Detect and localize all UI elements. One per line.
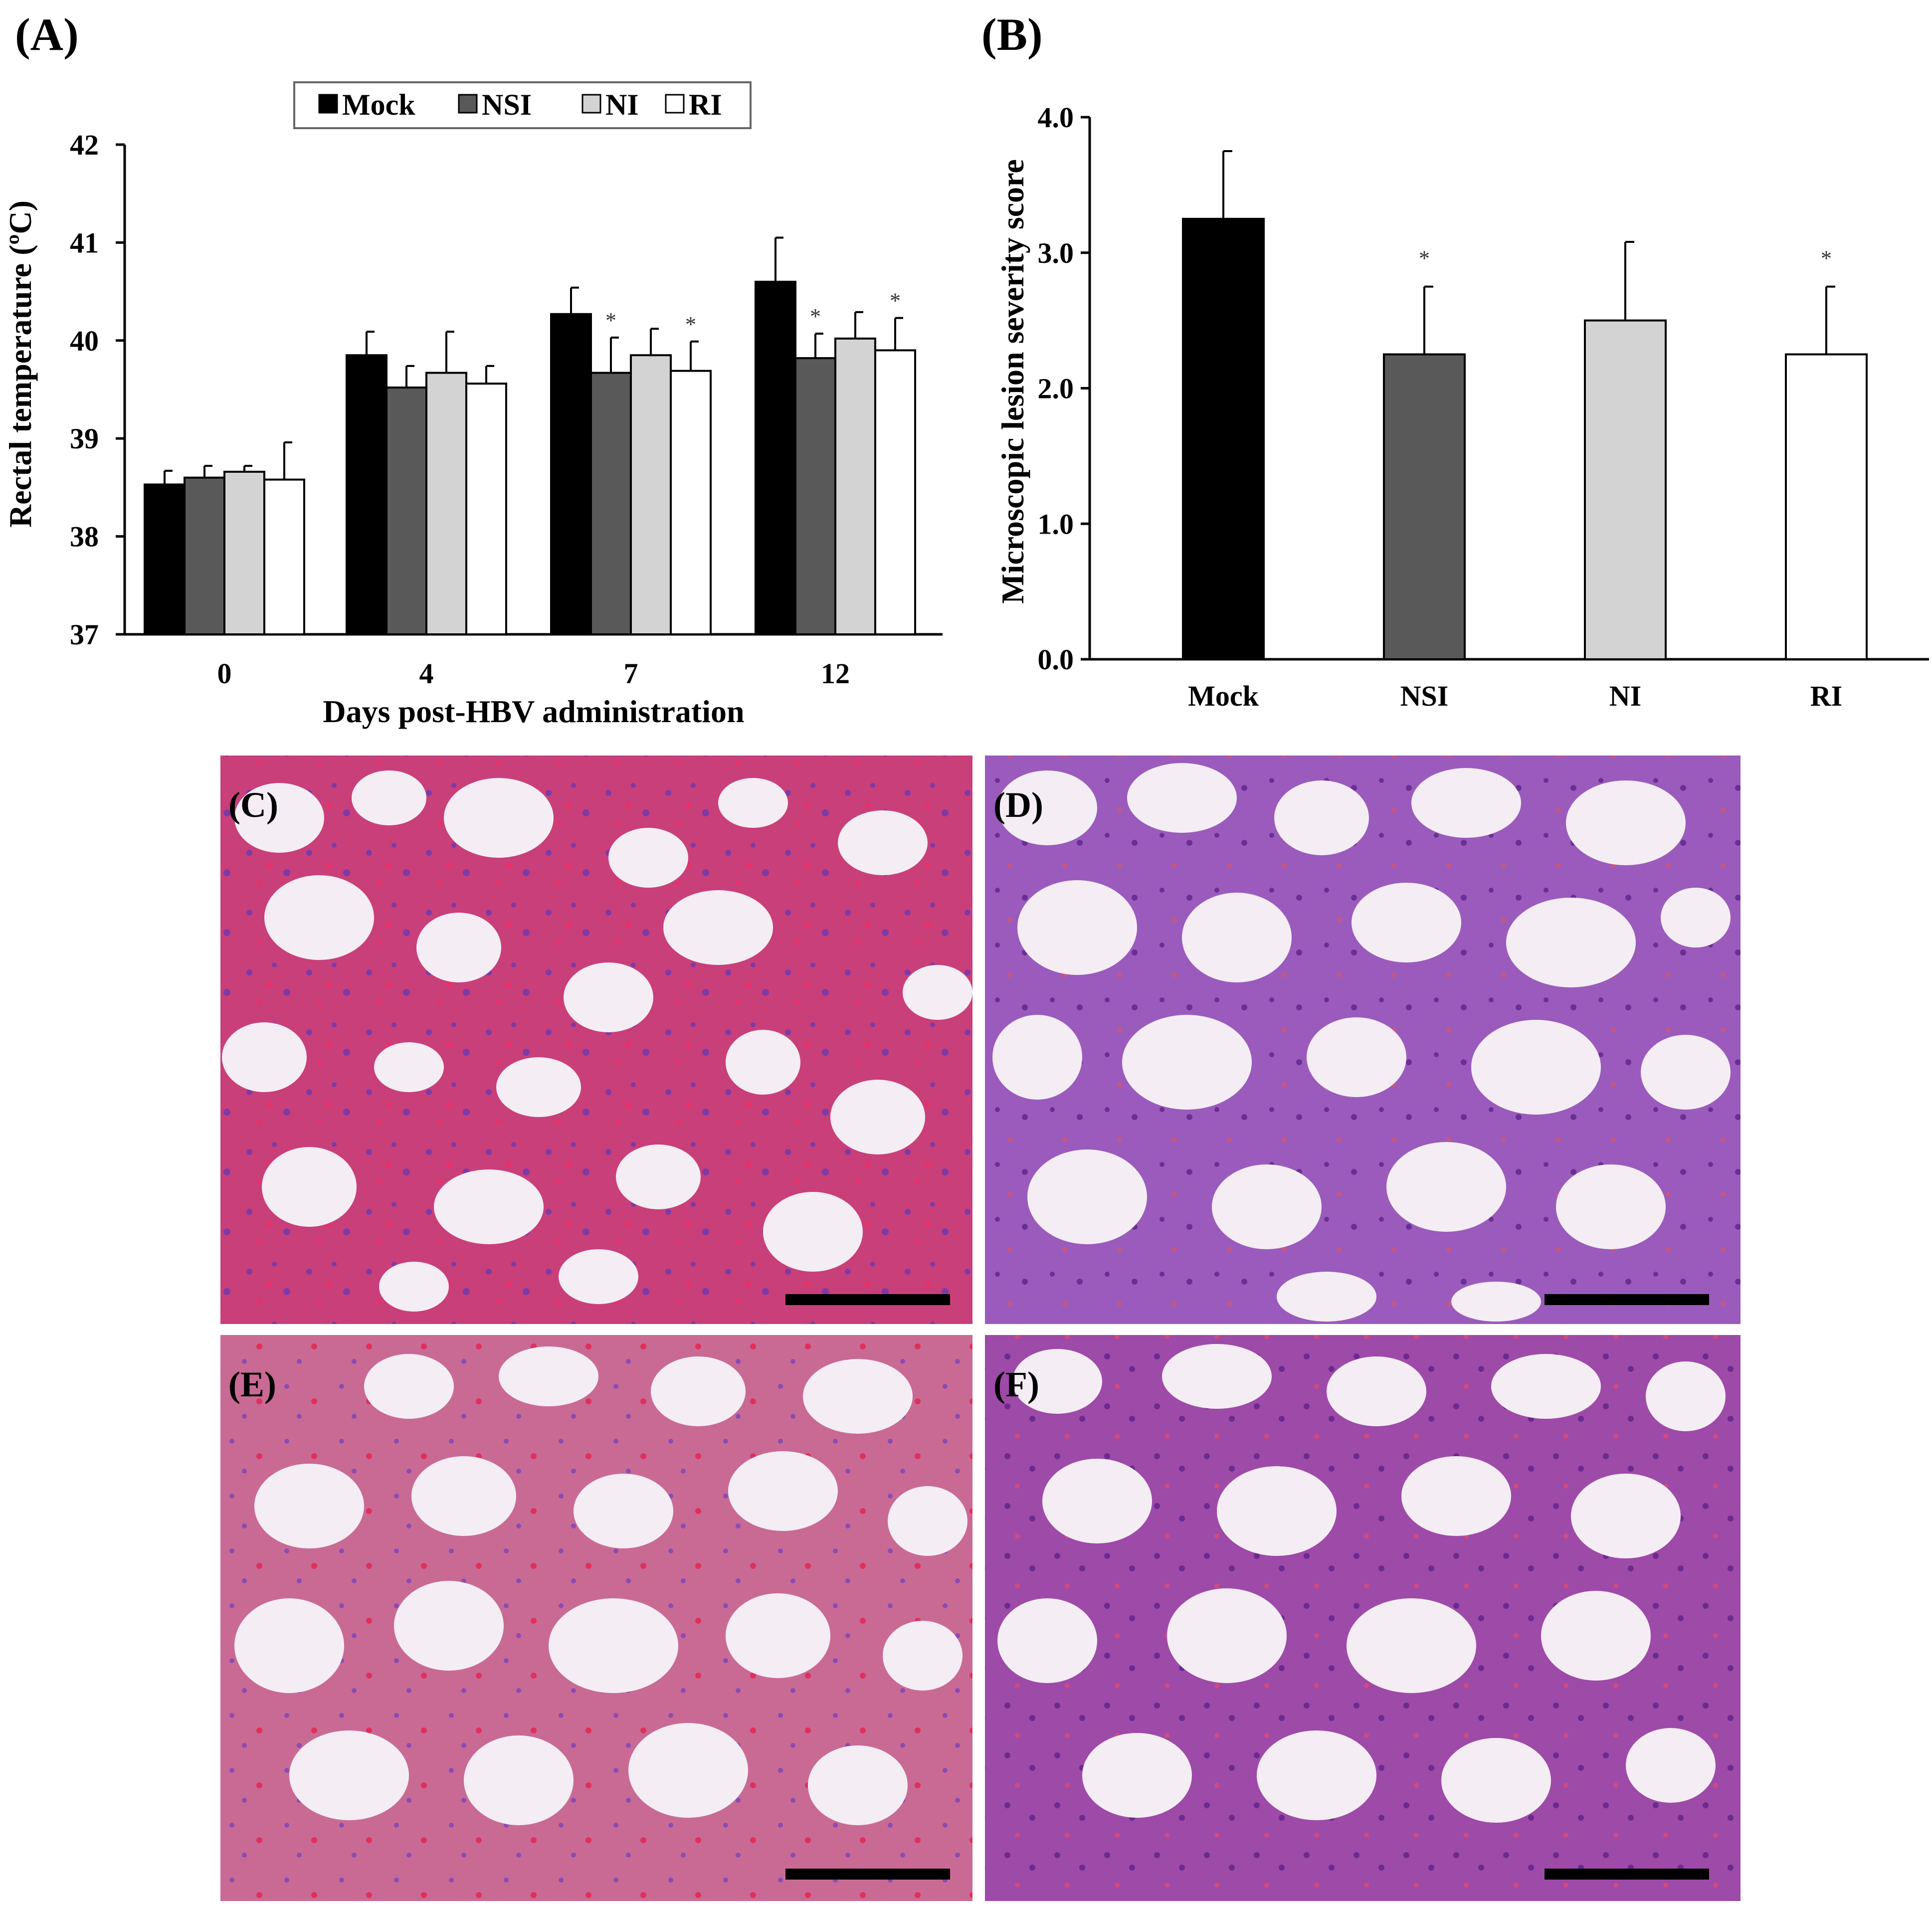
y-tick-label: 37 bbox=[70, 618, 99, 651]
alveoli-f bbox=[997, 1344, 1726, 1823]
chart-a: (A) Mock NSI NI RI 37 38 39 40 41 42 0 4 7 12 * * * * D… bbox=[2, 9, 943, 729]
bar-nsi bbox=[184, 476, 225, 635]
bar-ri bbox=[670, 370, 712, 635]
panel-label-b: (B) bbox=[981, 9, 1043, 60]
legend-label-ni: NI bbox=[605, 88, 639, 121]
bar-ni bbox=[630, 354, 672, 635]
bar-nsi bbox=[1383, 353, 1466, 660]
y-tick-label: 3.0 bbox=[1038, 237, 1074, 269]
axes-b: 0.0 1.0 2.0 3.0 4.0 Mock NSI NI RI bbox=[1038, 101, 1929, 712]
panel-label-e: (E) bbox=[228, 1364, 276, 1404]
alveoli-c bbox=[222, 770, 972, 1312]
alveoli-d bbox=[992, 763, 1731, 1322]
panel-label-f: (F) bbox=[993, 1364, 1039, 1404]
bar-mock bbox=[144, 483, 186, 635]
bar-ri bbox=[1785, 353, 1868, 660]
x-tick-label: 12 bbox=[821, 657, 850, 690]
scale-bar-c bbox=[785, 1294, 950, 1305]
bar-ri bbox=[263, 478, 305, 635]
bar-ri bbox=[465, 382, 507, 635]
significance-mark: * bbox=[1821, 246, 1832, 271]
micrograph-c: (C) bbox=[220, 756, 972, 1324]
legend-a: Mock NSI NI RI bbox=[293, 81, 752, 129]
x-tick-label: NI bbox=[1609, 680, 1641, 712]
legend-label-mock: Mock bbox=[342, 88, 415, 121]
y-axis-title-a: Rectal temperature (ºC) bbox=[2, 200, 38, 528]
legend-swatch-ri bbox=[665, 94, 685, 114]
bar-nsi bbox=[386, 386, 427, 636]
bar-nsi bbox=[794, 357, 836, 635]
legend-swatch-ni bbox=[581, 94, 601, 114]
y-tick-label: 38 bbox=[70, 521, 99, 553]
significance-mark: * bbox=[810, 304, 821, 329]
micrograph-e: (E) bbox=[220, 1335, 972, 1901]
x-tick-label: NSI bbox=[1400, 680, 1449, 712]
legend-label-nsi: NSI bbox=[482, 88, 532, 121]
bars-b: * * bbox=[1182, 150, 1868, 660]
y-axis-title-b: Microscopic lesion severity score bbox=[995, 159, 1030, 604]
scale-bar-e bbox=[785, 1869, 950, 1880]
bars-a: * * * * bbox=[144, 236, 916, 636]
scale-bar-f bbox=[1545, 1869, 1709, 1880]
bar-ni bbox=[223, 470, 265, 635]
panel-label-d: (D) bbox=[993, 785, 1043, 825]
y-tick-label: 1.0 bbox=[1038, 508, 1074, 540]
scale-bar-d bbox=[1545, 1294, 1709, 1305]
legend-label-ri: RI bbox=[689, 88, 722, 121]
bar-ni bbox=[425, 372, 467, 635]
bar-ri bbox=[874, 349, 916, 635]
bar-mock bbox=[346, 354, 387, 635]
y-tick-label: 0.0 bbox=[1038, 643, 1074, 676]
y-tick-label: 41 bbox=[70, 226, 99, 259]
bar-mock bbox=[1182, 217, 1265, 660]
x-tick-label: RI bbox=[1810, 680, 1842, 712]
x-tick-label: 7 bbox=[624, 657, 638, 690]
x-tick-label: 4 bbox=[419, 657, 434, 690]
bar-mock bbox=[550, 313, 592, 635]
x-axis-title-a: Days post-HBV administration bbox=[323, 694, 744, 729]
bar-nsi bbox=[590, 372, 632, 635]
y-tick-label: 4.0 bbox=[1038, 101, 1074, 134]
micrograph-f: (F) bbox=[985, 1335, 1740, 1901]
legend-swatch-nsi bbox=[458, 94, 478, 114]
y-tick-label: 42 bbox=[70, 129, 99, 161]
y-tick-label: 40 bbox=[70, 325, 99, 357]
bar-mock bbox=[755, 280, 796, 635]
significance-mark: * bbox=[890, 289, 901, 313]
panel-label-a: (A) bbox=[15, 9, 79, 60]
legend-swatch-mock bbox=[318, 94, 338, 114]
significance-mark: * bbox=[685, 312, 696, 337]
x-tick-label: Mock bbox=[1188, 680, 1259, 712]
y-tick-label: 39 bbox=[70, 422, 99, 455]
panel-label-c: (C) bbox=[228, 785, 278, 825]
micrograph-d: (D) bbox=[985, 756, 1740, 1324]
alveoli-e bbox=[234, 1346, 967, 1825]
significance-mark: * bbox=[605, 308, 616, 333]
significance-mark: * bbox=[1419, 246, 1430, 271]
bar-ni bbox=[1584, 319, 1667, 660]
bar-ni bbox=[834, 337, 876, 635]
x-tick-label: 0 bbox=[217, 657, 232, 690]
y-tick-label: 2.0 bbox=[1038, 373, 1074, 405]
